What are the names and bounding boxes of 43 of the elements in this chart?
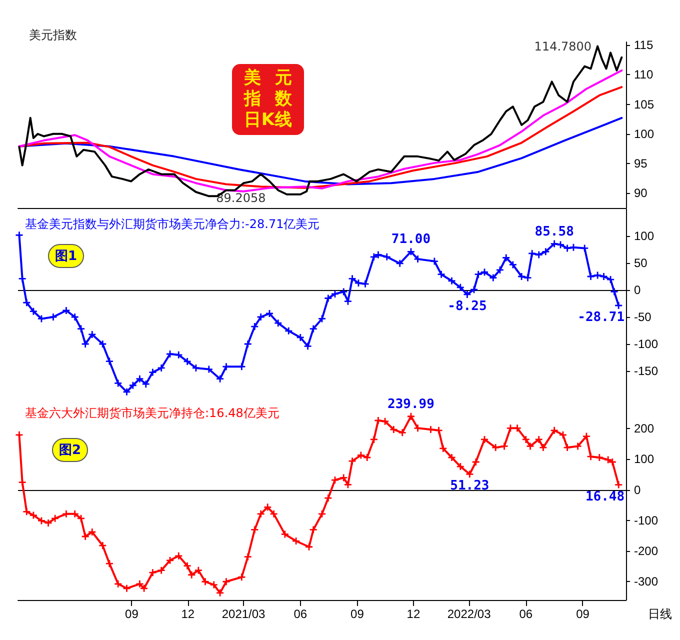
y-tick-label: 0 — [634, 283, 641, 297]
y-tick-label: -300 — [634, 574, 658, 589]
x-tick-label: 06 — [519, 607, 533, 621]
y-tick-label: -150 — [634, 364, 658, 378]
x-tick-label: 2021/03 — [222, 607, 266, 621]
data-label: 51.23 — [450, 478, 490, 494]
x-tick-label: 09 — [125, 607, 139, 621]
y-tick-label: 0 — [634, 482, 641, 497]
y-tick-label: 200 — [634, 422, 654, 436]
data-label: 239.99 — [387, 396, 434, 412]
x-tick-label: 2022/03 — [447, 607, 492, 621]
y-tick-label: -50 — [634, 310, 652, 324]
y-tick-label: 100 — [634, 229, 654, 243]
y-tick-label: -100 — [634, 337, 658, 351]
annotation: 89.2058 — [216, 190, 266, 205]
data-label: 71.00 — [391, 232, 431, 248]
y-tick-label: 50 — [634, 256, 648, 270]
data-label: -8.25 — [448, 298, 487, 314]
annotation: 114.7800 — [534, 39, 592, 54]
x-tick-label: 12 — [406, 607, 420, 621]
x-tick-label: 12 — [181, 607, 195, 621]
y-tick-label: 110 — [634, 68, 654, 82]
annotation: 图2 — [52, 438, 88, 462]
data-label: -28.71 — [578, 310, 625, 326]
y-tick-label: 115 — [634, 38, 654, 52]
y-tick-label: 95 — [634, 156, 648, 171]
text: 基金美元指数与外汇期货市场美元净合力:-28.71亿美元 — [25, 217, 320, 231]
y-tick-label: 90 — [634, 186, 648, 200]
y-tick-label: 100 — [634, 452, 654, 466]
x-tick-label: 09 — [350, 607, 364, 621]
annotation: 图1 — [48, 244, 84, 268]
chart-title: 美元指数 — [29, 28, 77, 42]
text: 基金六大外汇期货市场美元净持仓:16.48亿美元 — [25, 406, 280, 420]
x-tick-label: 09 — [576, 607, 590, 621]
x-tick-label: 06 — [294, 607, 308, 621]
y-tick-label: 100 — [634, 126, 654, 141]
data-label: 85.58 — [534, 224, 574, 240]
text: 日线 — [648, 607, 672, 621]
y-tick-label: -100 — [634, 513, 658, 528]
data-label: 16.48 — [585, 489, 625, 504]
y-tick-label: -200 — [634, 544, 658, 558]
annotation: 美元指数日K线 — [232, 64, 304, 135]
y-tick-label: 105 — [634, 97, 654, 112]
